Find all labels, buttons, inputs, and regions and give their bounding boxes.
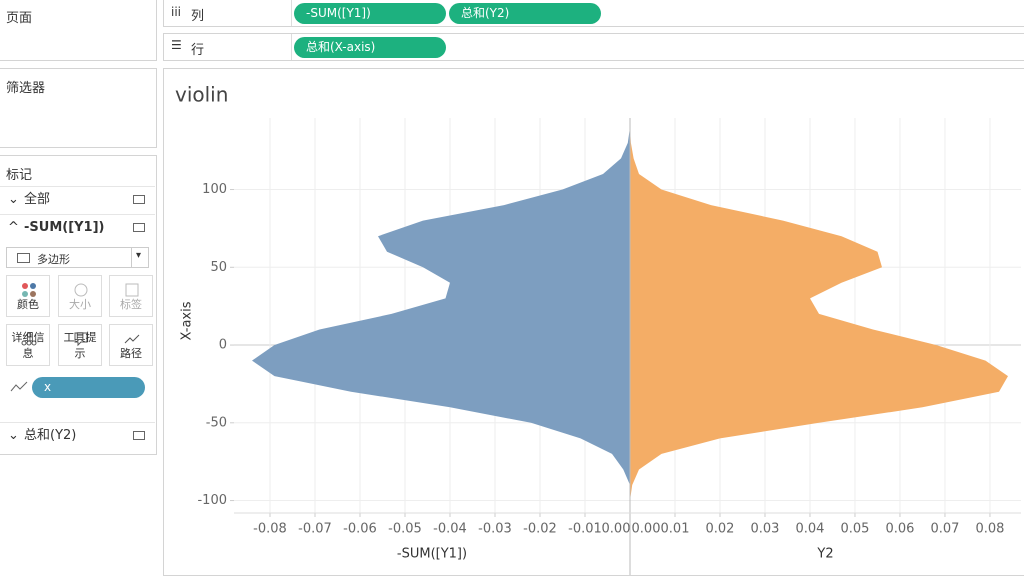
marks-card: 标记 ⌄ 全部 ^ -SUM([Y1]) 多边形 ▾ 颜色 大小 标签 详细信息…: [0, 155, 157, 455]
x-tick-label: -0.02: [523, 522, 557, 537]
x-tick-label: 0.01: [661, 522, 690, 537]
marks-y1-label: -SUM([Y1]): [24, 220, 105, 235]
x-tick-label: -0.07: [298, 522, 332, 537]
y-tick-label: -100: [197, 493, 227, 508]
x-axis-title: Y2: [816, 547, 833, 562]
rows-label: 行: [191, 43, 205, 58]
chart: violin X-axis -100 -50 0 50 100 -0.08 -0.07 -0.…: [163, 68, 1024, 576]
size-button[interactable]: 大小: [58, 275, 102, 317]
button-label: 工具提示: [63, 331, 97, 360]
x-tick-label: 0.06: [885, 522, 914, 537]
path-pill[interactable]: x: [32, 377, 145, 398]
x-tick-label: -0.03: [478, 522, 512, 537]
pages-title: 页面: [6, 11, 33, 26]
button-label: 路径: [120, 347, 142, 360]
button-label: 大小: [69, 298, 91, 311]
marks-title: 标记: [6, 168, 33, 183]
label-button[interactable]: 标签: [109, 275, 153, 317]
x-tick-label: 0.07: [930, 522, 959, 537]
marks-all-row[interactable]: ⌄ 全部: [0, 186, 155, 213]
x-tick-label: 0.03: [751, 522, 780, 537]
pages-card: 页面: [0, 0, 157, 61]
x-tick-label: -0.08: [253, 522, 287, 537]
x-tick-label: -0.06: [343, 522, 377, 537]
detail-button[interactable]: 详细信息: [6, 324, 50, 366]
x-tick-label: -0.04: [433, 522, 467, 537]
button-label: 颜色: [17, 298, 39, 311]
mark-type-dropdown[interactable]: 多边形 ▾: [6, 247, 149, 268]
mark-type-label: 多边形: [37, 253, 70, 266]
violin-area: [630, 127, 1008, 501]
x-tick-label: 0.04: [796, 522, 825, 537]
x-tick-label: -0.05: [388, 522, 422, 537]
violin-area: [252, 127, 630, 501]
marks-all-label: 全部: [24, 192, 51, 207]
column-pill[interactable]: 总和(Y2): [449, 3, 601, 24]
x-tick-label: -0.01: [568, 522, 602, 537]
filters-title: 筛选器: [6, 81, 46, 96]
marks-y1-row[interactable]: ^ -SUM([Y1]): [0, 214, 155, 241]
column-pill[interactable]: -SUM([Y1]): [294, 3, 446, 24]
x-tick-label: 0.00: [632, 522, 661, 537]
x-tick-label: 0.00: [602, 522, 631, 537]
x-tick-label: 0.05: [840, 522, 869, 537]
path-button[interactable]: 路径: [109, 324, 153, 366]
path-icon: [10, 381, 28, 392]
row-pill[interactable]: 总和(X-axis): [294, 37, 446, 58]
color-button[interactable]: 颜色: [6, 275, 50, 317]
tooltip-button[interactable]: 工具提示: [58, 324, 102, 366]
columns-shelf: iii 列 -SUM([Y1]) 总和(Y2): [163, 0, 1024, 27]
chart-title: violin: [175, 83, 228, 107]
marks-y2-row[interactable]: ⌄ 总和(Y2): [0, 422, 155, 449]
y-tick-label: 0: [219, 338, 227, 353]
y-tick-label: -50: [206, 415, 227, 430]
x-axis-title: -SUM([Y1]): [397, 547, 467, 562]
rows-shelf: ☰ 行 总和(X-axis): [163, 33, 1024, 61]
y-axis-title: X-axis: [180, 301, 195, 340]
filters-card[interactable]: 筛选器: [0, 68, 157, 148]
x-tick-label: 0.08: [975, 522, 1004, 537]
y-tick-label: 50: [210, 260, 227, 275]
button-label: 标签: [120, 298, 142, 311]
y-tick-label: 100: [202, 182, 227, 197]
marks-y2-label: 总和(Y2): [24, 428, 77, 443]
button-label: 详细信息: [11, 331, 45, 360]
columns-label: 列: [191, 9, 205, 24]
x-tick-label: 0.02: [706, 522, 735, 537]
